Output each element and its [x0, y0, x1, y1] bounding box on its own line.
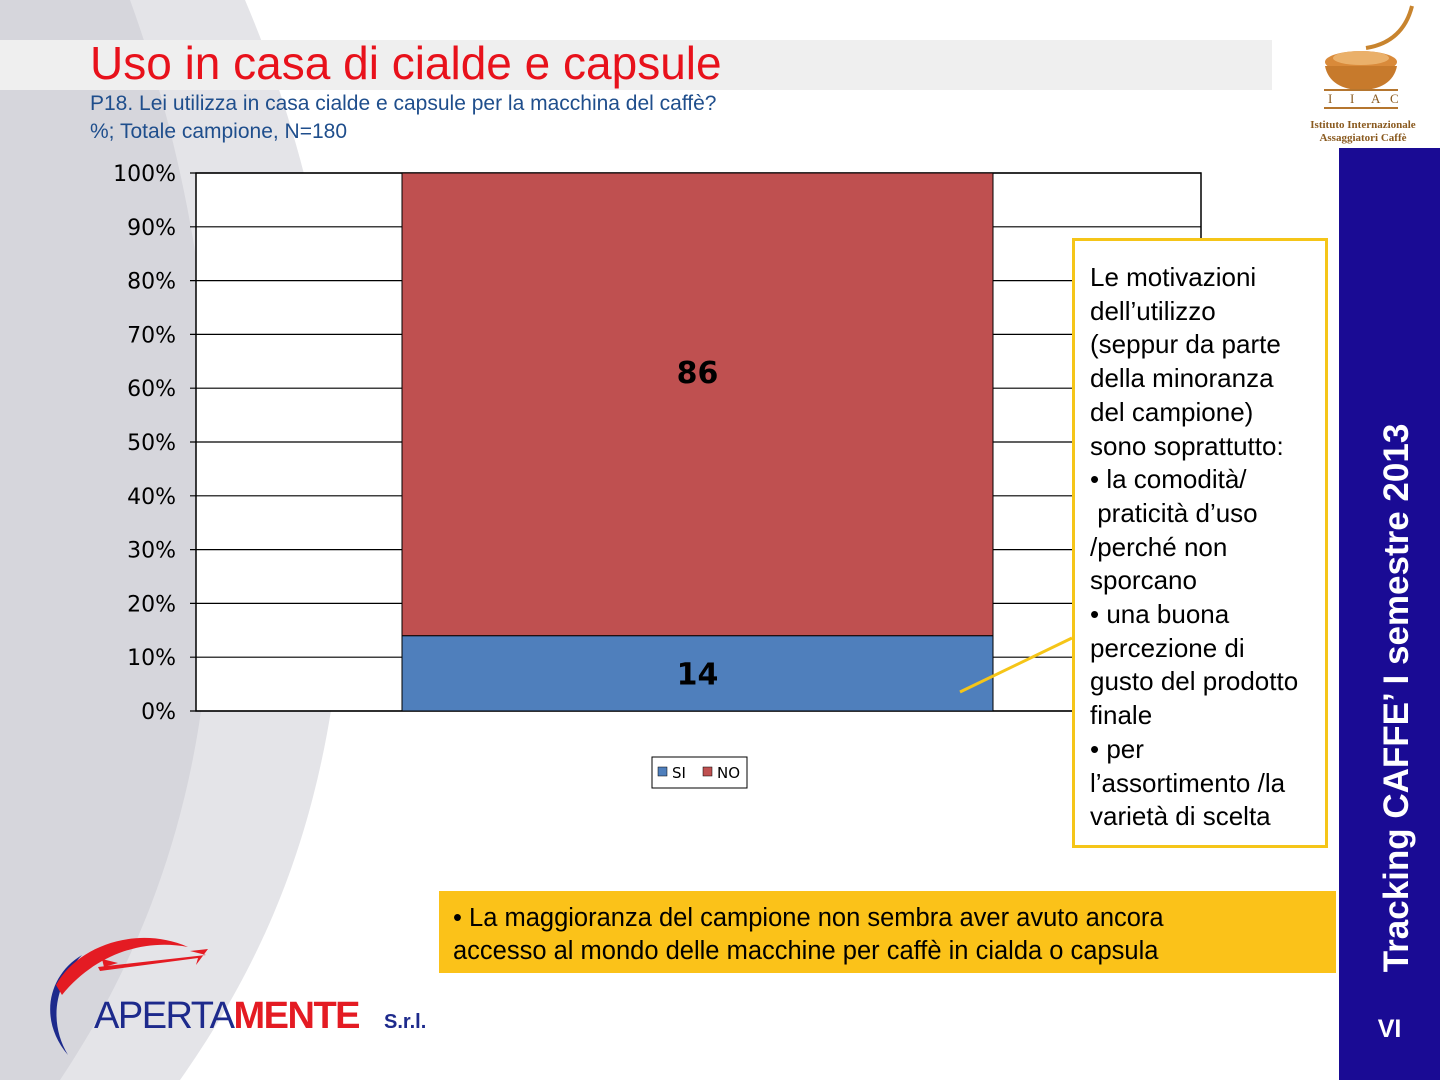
motivation-line: dell’utilizzo [1090, 295, 1216, 326]
conclusion-line-1: • La maggioranza del campione non sembra… [453, 904, 1164, 932]
iiac-letter: C [1390, 91, 1399, 106]
motivation-line: Le motivazioni [1090, 262, 1257, 292]
bars [401, 172, 994, 712]
motivation-line: della minoranza [1090, 363, 1274, 394]
y-tick-label: 40% [127, 485, 176, 510]
legend-swatch-si [657, 766, 668, 777]
page-title: Uso in casa di cialde e capsule [90, 37, 722, 89]
motivation-line: l’assortimento /la [1090, 767, 1286, 798]
y-tick-label: 30% [127, 539, 176, 564]
iiac-letter: I [1328, 91, 1332, 106]
motivation-line: varietà di scelta [1090, 801, 1271, 832]
motivation-line: finale [1090, 700, 1153, 731]
callout-line [959, 636, 1073, 694]
y-tick-label: 100% [113, 162, 176, 187]
legend-swatch-no [702, 766, 713, 777]
legend: SI NO [651, 756, 748, 789]
logo-text-mente: MENTE [234, 995, 360, 1037]
y-tick-label: 70% [127, 323, 176, 348]
motivation-line: sono soprattutto: [1090, 430, 1284, 461]
data-label-si: 14 [677, 657, 719, 692]
y-tick-label: 60% [127, 377, 176, 402]
motivation-line: • la comodità/ [1090, 464, 1247, 495]
motivation-line: praticità d’uso [1090, 497, 1258, 528]
legend-label-si: SI [672, 764, 686, 782]
y-tick-label: 50% [127, 431, 176, 456]
iiac-letter: I [1350, 91, 1354, 106]
motivation-line: (seppur da parte [1090, 329, 1281, 360]
data-label-no: 86 [677, 356, 719, 391]
motivation-line: percezione di [1090, 632, 1245, 663]
side-band [1339, 148, 1440, 1080]
bar-segment-si [401, 635, 994, 712]
legend-frame [651, 756, 748, 789]
y-tick-label: 90% [127, 216, 176, 241]
y-axis-ticks: 0% 10% 20% 30% 40% 50% 60% 70% 80% 90% 100% [113, 162, 176, 725]
page-number: VI [1377, 1015, 1402, 1043]
conclusion-box: • La maggioranza del campione non sembra… [439, 891, 1336, 973]
logo-text-suffix: S.r.l. [384, 1011, 426, 1033]
iiac-logo: I I A C Istituto Internazionale Assaggia… [1310, 5, 1416, 144]
question-text: P18. Lei utilizza in casa cialde e capsu… [90, 92, 717, 115]
motivation-callout: Le motivazioni dell’utilizzo (seppur da … [1072, 238, 1328, 848]
sample-info: %; Totale campione, N=180 [90, 120, 348, 143]
apertamente-logo: APERTAMENTE S.r.l. [50, 937, 426, 1055]
motivation-line: gusto del prodotto [1090, 666, 1299, 697]
conclusion-line-2: accesso al mondo delle macchine per caff… [453, 937, 1159, 965]
motivation-line: • una buona [1090, 599, 1230, 630]
y-tick-label: 20% [127, 592, 176, 617]
bar-segment-no [401, 172, 994, 637]
motivation-line: sporcano [1090, 565, 1197, 596]
svg-text:APERTAMENTE: APERTAMENTE [94, 995, 359, 1037]
motivation-line: del campione) [1090, 396, 1254, 427]
title-band [0, 40, 1272, 90]
legend-label-no: NO [717, 764, 740, 782]
y-tick-label: 80% [127, 270, 176, 295]
iiac-name-line1: Istituto Internazionale [1310, 119, 1416, 131]
data-labels: 14 86 [677, 356, 719, 692]
motivation-line: • per [1090, 733, 1144, 764]
iiac-name-line2: Assaggiatori Caffè [1319, 132, 1406, 144]
y-tick-label: 10% [127, 646, 176, 671]
y-tick-label: 0% [141, 700, 176, 725]
iiac-letter: A [1371, 91, 1381, 106]
logo-text-aperta: APERTA [94, 995, 236, 1037]
motivation-line: /perché non [1090, 531, 1228, 562]
